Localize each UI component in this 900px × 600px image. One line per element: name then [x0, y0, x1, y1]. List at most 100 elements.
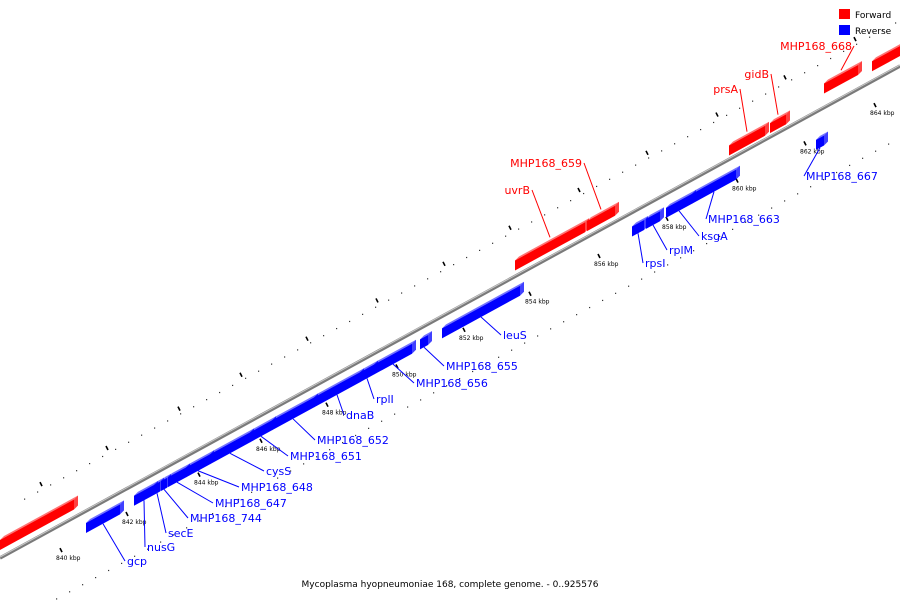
major-tick-upper	[177, 406, 181, 412]
label-leaders	[102, 45, 855, 562]
minor-tick-dot	[726, 114, 728, 116]
minor-tick-dot	[732, 228, 734, 230]
label-leader-line	[531, 189, 551, 238]
label-leader-line	[480, 316, 502, 336]
scale-tick-label: 862 kbp	[800, 148, 825, 155]
minor-tick-dot	[349, 320, 351, 323]
backbone-highlight	[0, 64, 900, 558]
minor-tick-dot	[778, 86, 780, 88]
minor-tick-dot	[810, 186, 812, 188]
gene-block-unlabeled	[0, 495, 78, 550]
minor-tick-dot	[882, 29, 884, 31]
gene-label: uvrB	[504, 184, 530, 197]
minor-tick-dot	[206, 399, 208, 401]
label-leader-line	[423, 346, 445, 367]
minor-tick-dot	[479, 249, 481, 251]
minor-tick-dot	[823, 179, 825, 181]
minor-tick-dot	[446, 385, 448, 387]
minor-tick-dot	[648, 157, 650, 159]
label-leader-line	[705, 191, 715, 220]
label-leader-line	[260, 435, 289, 457]
minor-tick-dot	[362, 313, 364, 315]
minor-tick-dot	[576, 314, 578, 316]
major-tick-lower	[125, 511, 129, 517]
label-leader-line	[143, 500, 146, 548]
major-tick-upper	[715, 112, 719, 117]
gene-label: MHP168_648	[241, 481, 313, 494]
minor-tick-dot	[310, 342, 312, 344]
label-leader-line	[739, 88, 748, 132]
minor-tick-dot	[869, 36, 871, 38]
label-leader-line	[637, 233, 644, 264]
gene-label: gidB	[744, 68, 769, 81]
minor-tick-dot	[797, 193, 799, 195]
minor-tick-dot	[95, 577, 97, 579]
gene-label: secE	[168, 527, 194, 540]
gene-block	[770, 110, 790, 134]
gene-label: MHP168_655	[446, 360, 518, 373]
gene-label: nusG	[147, 541, 175, 554]
gene-block	[816, 131, 828, 150]
minor-tick-dot	[69, 591, 71, 593]
minor-tick-dot	[674, 143, 676, 145]
scale-tick-label: 848 kbp	[322, 410, 347, 417]
minor-tick-dot	[505, 235, 507, 237]
minor-tick-dot	[251, 491, 253, 493]
minor-tick-dot	[466, 256, 468, 259]
gene-block	[272, 393, 318, 431]
gene-block	[692, 165, 740, 204]
label-leader-line	[292, 418, 316, 441]
scale-tick-label: 864 kbp	[870, 110, 895, 117]
minor-tick-dot	[713, 121, 715, 124]
genes	[0, 44, 900, 550]
gene-block	[729, 121, 769, 156]
minor-tick-dot	[76, 470, 78, 472]
minor-tick-dot	[323, 335, 325, 337]
major-tick-lower	[597, 253, 601, 259]
major-tick-lower	[197, 472, 201, 478]
scale-tick-label: 854 kbp	[525, 299, 550, 306]
minor-tick-dot	[817, 65, 819, 67]
gene-block	[210, 428, 254, 465]
minor-tick-dot	[615, 292, 617, 294]
minor-tick-dot	[875, 150, 877, 152]
minor-tick-dot	[609, 178, 611, 180]
minor-tick-dot	[264, 484, 266, 486]
gene-label: rplM	[669, 244, 693, 257]
minor-tick-dot	[628, 285, 630, 287]
minor-tick-dot	[635, 164, 637, 166]
minor-tick-dot	[186, 527, 188, 529]
minor-tick-dot	[336, 327, 338, 330]
minor-tick-dot	[258, 370, 260, 372]
minor-tick-dot	[700, 128, 702, 131]
label-leader-line	[803, 147, 821, 177]
minor-tick-dot	[147, 548, 149, 550]
minor-tick-dot	[290, 470, 292, 472]
label-leader-line	[336, 394, 345, 416]
major-tick-lower	[873, 102, 877, 108]
legend-reverse-label: Reverse	[855, 27, 892, 37]
minor-tick-dot	[453, 264, 455, 266]
major-tick-lower	[462, 327, 466, 333]
major-tick-upper	[645, 150, 649, 156]
minor-tick-dot	[719, 235, 721, 238]
genome-backbone	[0, 64, 900, 560]
minor-tick-dot	[830, 57, 832, 60]
minor-tick-dot	[693, 250, 695, 252]
minor-tick-dot	[765, 93, 767, 95]
minor-tick-dot	[297, 349, 299, 351]
minor-tick-dot	[511, 349, 513, 351]
major-tick-upper	[853, 36, 857, 42]
minor-tick-dot	[316, 456, 318, 458]
gene-label: rplI	[376, 393, 394, 406]
minor-tick-dot	[420, 399, 422, 401]
minor-tick-dot	[375, 306, 377, 308]
minor-tick-dot	[24, 498, 26, 500]
major-tick-lower	[325, 402, 329, 408]
minor-tick-dot	[589, 306, 591, 309]
minor-tick-dot	[89, 463, 91, 465]
gene-block	[86, 500, 124, 533]
gene-block-unlabeled	[872, 44, 900, 72]
minor-tick-dot	[654, 271, 656, 273]
label-leader-line	[583, 162, 602, 210]
